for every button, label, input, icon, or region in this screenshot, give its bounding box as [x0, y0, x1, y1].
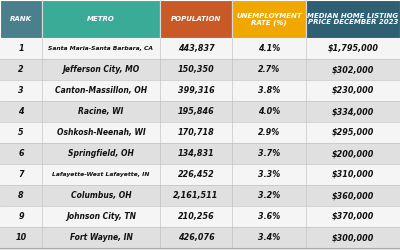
Bar [0, 101, 400, 122]
Text: $360,000: $360,000 [332, 191, 374, 200]
Bar [0, 206, 400, 227]
Text: 2.9%: 2.9% [258, 128, 280, 137]
Bar [0, 80, 400, 101]
Bar [0, 38, 400, 59]
Text: 3.7%: 3.7% [258, 149, 280, 158]
Text: 10: 10 [15, 233, 27, 242]
Text: $1,795,000: $1,795,000 [328, 44, 378, 53]
Bar [42, 0, 160, 38]
Text: 3.6%: 3.6% [258, 212, 280, 221]
Text: 3.4%: 3.4% [258, 233, 280, 242]
Text: 226,452: 226,452 [178, 170, 214, 179]
Text: 150,350: 150,350 [178, 65, 214, 74]
Text: 3: 3 [18, 86, 24, 95]
Bar [160, 0, 232, 38]
Text: $334,000: $334,000 [332, 107, 374, 116]
Bar [0, 0, 42, 38]
Text: 4: 4 [18, 107, 24, 116]
Text: Springfield, OH: Springfield, OH [68, 149, 134, 158]
Text: 4.0%: 4.0% [258, 107, 280, 116]
Text: 4.1%: 4.1% [258, 44, 280, 53]
Bar [0, 185, 400, 206]
Text: Oshkosh-Neenah, WI: Oshkosh-Neenah, WI [57, 128, 145, 137]
Text: Lafayette-West Lafayette, IN: Lafayette-West Lafayette, IN [52, 172, 150, 177]
Text: 7: 7 [18, 170, 24, 179]
Text: UNEMPLOYMENT
RATE (%): UNEMPLOYMENT RATE (%) [236, 12, 302, 26]
Text: $310,000: $310,000 [332, 170, 374, 179]
Text: Jefferson City, MO: Jefferson City, MO [62, 65, 140, 74]
Text: MEDIAN HOME LISTING
PRICE DECEMBER 2023: MEDIAN HOME LISTING PRICE DECEMBER 2023 [308, 13, 398, 25]
Text: RANK: RANK [10, 16, 32, 22]
Bar [232, 0, 306, 38]
Bar [0, 59, 400, 80]
Text: 426,076: 426,076 [178, 233, 214, 242]
Text: 3.3%: 3.3% [258, 170, 280, 179]
Text: 195,846: 195,846 [178, 107, 214, 116]
Text: METRO: METRO [87, 16, 115, 22]
Text: $302,000: $302,000 [332, 65, 374, 74]
Text: 443,837: 443,837 [178, 44, 214, 53]
Text: Canton-Massillon, OH: Canton-Massillon, OH [55, 86, 147, 95]
Text: Fort Wayne, IN: Fort Wayne, IN [70, 233, 132, 242]
Text: 8: 8 [18, 191, 24, 200]
Text: Columbus, OH: Columbus, OH [71, 191, 131, 200]
Bar [0, 164, 400, 185]
Text: POPULATION: POPULATION [171, 16, 221, 22]
Text: 5: 5 [18, 128, 24, 137]
Bar [306, 0, 400, 38]
Text: Johnson City, TN: Johnson City, TN [66, 212, 136, 221]
Text: $300,000: $300,000 [332, 233, 374, 242]
Text: 134,831: 134,831 [178, 149, 214, 158]
Text: 3.2%: 3.2% [258, 191, 280, 200]
Text: $200,000: $200,000 [332, 149, 374, 158]
Text: 9: 9 [18, 212, 24, 221]
Text: $230,000: $230,000 [332, 86, 374, 95]
Bar [0, 122, 400, 143]
Bar [0, 227, 400, 248]
Text: 1: 1 [18, 44, 24, 53]
Text: 3.8%: 3.8% [258, 86, 280, 95]
Text: $370,000: $370,000 [332, 212, 374, 221]
Text: Santa Maria-Santa Barbara, CA: Santa Maria-Santa Barbara, CA [48, 46, 154, 51]
Text: $295,000: $295,000 [332, 128, 374, 137]
Text: Racine, WI: Racine, WI [78, 107, 124, 116]
Text: 170,718: 170,718 [178, 128, 214, 137]
Text: 2: 2 [18, 65, 24, 74]
Text: 2,161,511: 2,161,511 [173, 191, 219, 200]
Text: 399,316: 399,316 [178, 86, 214, 95]
Text: 6: 6 [18, 149, 24, 158]
Bar [0, 143, 400, 164]
Text: 2.7%: 2.7% [258, 65, 280, 74]
Text: 210,256: 210,256 [178, 212, 214, 221]
